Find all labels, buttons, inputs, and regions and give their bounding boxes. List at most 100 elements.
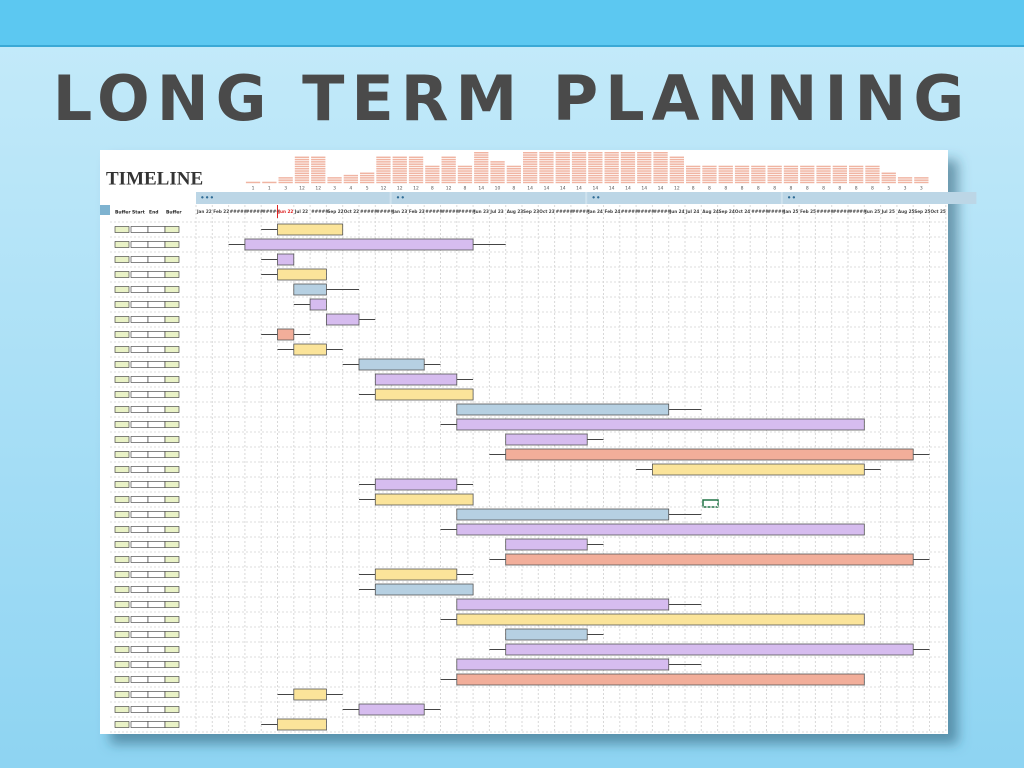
load-stripe — [490, 179, 505, 181]
load-label: 12 — [413, 186, 419, 192]
load-stripe — [278, 177, 293, 179]
load-stripe — [555, 152, 570, 154]
load-stripe — [425, 179, 440, 181]
load-stripe — [588, 161, 603, 163]
row-cell — [114, 361, 130, 368]
load-stripe — [376, 181, 391, 184]
load-stripe — [734, 181, 750, 184]
load-label: 8 — [431, 186, 434, 192]
load-stripe — [376, 174, 391, 177]
task-bar — [456, 658, 670, 671]
load-stripe — [555, 181, 570, 184]
load-stripe — [311, 172, 326, 175]
load-stripe — [474, 177, 489, 179]
date-label: ##### — [621, 209, 639, 214]
load-stripe — [604, 181, 619, 184]
load-label: 12 — [446, 186, 452, 192]
load-stripe — [571, 163, 587, 165]
load-stripe — [588, 179, 603, 181]
load-label: 8 — [708, 186, 711, 192]
load-stripe — [686, 165, 701, 168]
load-stripe — [457, 172, 473, 175]
load-stripe — [392, 156, 407, 159]
load-stripe — [523, 152, 538, 154]
row-cell — [114, 601, 130, 608]
page-title: LONG TERM PLANNING — [52, 62, 972, 135]
row-cell — [130, 316, 149, 323]
load-stripe — [865, 181, 880, 184]
row-cell — [147, 691, 166, 698]
row-cell — [114, 721, 130, 728]
load-stripe — [849, 170, 864, 172]
load-stripe — [800, 172, 815, 175]
row-cell — [147, 616, 166, 623]
load-stripe — [523, 174, 538, 177]
load-stripe — [914, 181, 929, 184]
load-stripe — [816, 181, 831, 184]
load-stripe — [539, 161, 554, 163]
row-cell — [130, 526, 149, 533]
load-stripe — [523, 156, 538, 159]
load-stripe — [490, 165, 505, 168]
row-cell — [114, 391, 130, 398]
load-stripe — [294, 177, 310, 179]
load-stripe — [555, 154, 570, 156]
group-cell — [782, 192, 977, 204]
load-stripe — [376, 165, 391, 168]
row-cell — [130, 481, 149, 488]
row-cell — [114, 376, 130, 383]
load-stripe — [392, 181, 407, 184]
load-stripe — [425, 174, 440, 177]
load-label: 14 — [527, 186, 533, 192]
row-cell — [130, 721, 149, 728]
load-stripe — [571, 174, 587, 177]
row-cell — [130, 226, 149, 233]
date-label: Jun 24 — [669, 209, 685, 214]
row-cell — [164, 721, 180, 728]
row-cell — [130, 256, 149, 263]
load-stripe — [881, 179, 896, 181]
load-stripe — [311, 177, 326, 179]
date-label: Jan 24 — [587, 209, 603, 214]
row-cell — [114, 706, 130, 713]
date-label: Oct 25 — [931, 209, 946, 214]
load-stripe — [441, 163, 456, 165]
load-stripe — [620, 163, 636, 165]
load-stripe — [783, 172, 799, 175]
load-label: 14 — [560, 186, 566, 192]
row-cell — [114, 631, 130, 638]
load-stripe — [490, 174, 505, 177]
task-bar — [374, 478, 458, 491]
load-stripe — [637, 181, 652, 184]
task-bar — [505, 538, 588, 551]
row-cell — [130, 676, 149, 683]
load-stripe — [408, 156, 424, 159]
load-label: 8 — [806, 186, 809, 192]
load-stripe — [294, 168, 310, 170]
load-label: 14 — [544, 186, 550, 192]
load-stripe — [702, 177, 717, 179]
load-stripe — [441, 181, 456, 184]
load-stripe — [832, 179, 847, 181]
row-cell — [164, 301, 180, 308]
row-cell — [164, 406, 180, 413]
load-stripe — [311, 181, 326, 184]
row-cell — [147, 541, 166, 548]
load-label: 8 — [757, 186, 760, 192]
row-cell — [164, 601, 180, 608]
load-stripe — [490, 177, 505, 179]
load-stripe — [800, 170, 815, 172]
date-label: Oct 23 — [539, 209, 554, 214]
load-stripe — [506, 168, 521, 170]
load-stripe — [376, 163, 391, 165]
date-label: Sep 24 — [719, 209, 735, 214]
row-cell — [114, 571, 130, 578]
load-stripe — [523, 158, 538, 161]
load-stripe — [734, 177, 750, 179]
load-label: 14 — [641, 186, 647, 192]
row-cell — [164, 526, 180, 533]
row-cell — [130, 421, 149, 428]
load-stripe — [523, 177, 538, 179]
date-label: ##### — [849, 209, 867, 214]
load-stripe — [474, 165, 489, 168]
